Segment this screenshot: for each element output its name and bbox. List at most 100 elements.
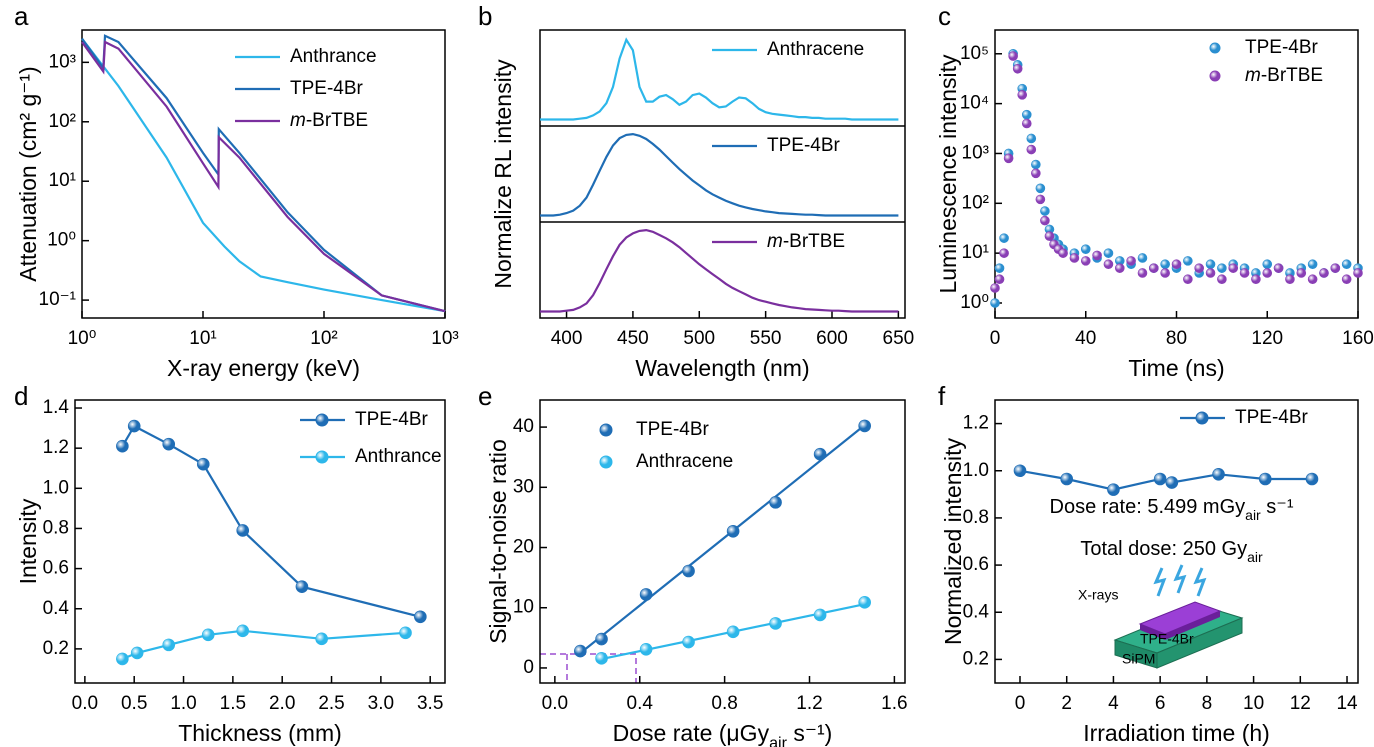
y-tick-label: 10³ — [49, 51, 76, 72]
data-point — [1080, 244, 1091, 255]
zoom-box — [540, 653, 637, 683]
annotation-part: s⁻¹ — [1261, 496, 1294, 518]
series-line — [540, 37, 899, 121]
y-tick-label: 0 — [523, 657, 534, 678]
data-point — [858, 419, 871, 433]
data-point — [1021, 118, 1032, 129]
data-point — [1258, 472, 1272, 486]
y-tick-label: 40 — [513, 416, 534, 437]
sipm-right — [1156, 617, 1243, 669]
data-point — [1305, 472, 1319, 486]
data-point — [1137, 253, 1148, 263]
y-axis-label: Attenuation (cm² g⁻¹) — [15, 66, 41, 281]
inset-label: SiPM — [1122, 651, 1155, 667]
series-line — [540, 132, 899, 217]
y-tick-label: 10⁻¹ — [39, 289, 77, 310]
legend-label: Anthrance — [290, 46, 377, 67]
y-axis-label: Luminescence intensity — [935, 54, 961, 294]
data-point — [1239, 268, 1250, 278]
data-point — [130, 646, 144, 660]
legend-label: Anthracene — [767, 39, 864, 60]
series-line — [81, 40, 446, 313]
y-tick-label: 1.0 — [963, 460, 989, 481]
data-point — [1153, 472, 1167, 486]
legend-marker — [315, 450, 329, 464]
plot-frame — [539, 399, 906, 684]
x-tick-label: 550 — [750, 328, 782, 349]
data-point — [1212, 467, 1225, 481]
y-tick-label: 10 — [513, 597, 534, 618]
legend-label: Anthrance — [355, 446, 442, 467]
legend-marker — [315, 413, 329, 427]
data-point — [1273, 263, 1284, 273]
y-tick-label: 10² — [49, 111, 76, 132]
y-axis-label: Signal-to-noise ratio — [485, 439, 511, 644]
y-tick-label: 30 — [513, 476, 534, 497]
legend-marker — [1195, 411, 1209, 425]
data-point — [1319, 268, 1329, 278]
x-tick-label: 2 — [1061, 693, 1072, 714]
series-line — [81, 34, 446, 313]
x-tick-label: 650 — [883, 328, 915, 349]
data-point — [236, 524, 250, 537]
annotation-part: Total dose: 250 Gy — [1080, 538, 1247, 560]
data-point — [1137, 268, 1148, 278]
x-tick-label: 10 — [1243, 693, 1264, 714]
annotation-part: Dose rate: 5.499 mGy — [1050, 496, 1246, 518]
data-point — [1040, 215, 1050, 226]
data-point — [162, 437, 176, 451]
x-tick-label: 1.2 — [796, 693, 822, 714]
data-point — [574, 644, 587, 658]
x-tick-label: 3.5 — [417, 693, 443, 714]
x-tick-label: 400 — [551, 328, 583, 349]
panel-letter: c — [938, 1, 951, 31]
y-tick-label: 0.6 — [963, 554, 989, 575]
x-tick-label: 0.4 — [627, 693, 654, 714]
legend-label: Anthracene — [636, 451, 733, 472]
scintillator-top — [1138, 601, 1222, 635]
data-point — [1296, 268, 1307, 278]
data-point — [990, 298, 1000, 308]
data-point — [1008, 51, 1018, 61]
y-tick-label: 1.2 — [963, 413, 989, 434]
data-point — [990, 283, 1000, 293]
data-point — [999, 248, 1009, 258]
data-point — [201, 628, 215, 642]
data-point — [994, 274, 1005, 285]
x-tick-label: 8 — [1202, 693, 1213, 714]
inset-diagram: X-rays TPE-4Br SiPM — [1078, 564, 1244, 669]
legend-label: m-BrTBE — [1245, 65, 1323, 86]
series-line — [81, 38, 446, 313]
data-point — [1026, 144, 1037, 155]
data-point — [1205, 268, 1216, 278]
fit-line — [579, 424, 866, 655]
data-point — [1126, 256, 1136, 266]
data-point — [813, 608, 827, 622]
data-point — [116, 439, 129, 453]
panel-letter: d — [14, 381, 28, 411]
x-axis-label: Wavelength (nm) — [635, 355, 809, 381]
data-point — [1341, 259, 1352, 270]
x-tick-label: 40 — [1075, 328, 1096, 349]
panel-letter: a — [14, 1, 29, 31]
data-point — [1013, 464, 1027, 478]
panel-letter: f — [938, 381, 946, 411]
data-point — [196, 457, 210, 471]
annotation: Total dose: 250 Gyair — [1080, 538, 1263, 564]
x-tick-label: 6 — [1155, 693, 1166, 714]
data-point — [1217, 274, 1227, 285]
x-tick-label: 1.5 — [220, 693, 246, 714]
x-tick-label: 500 — [683, 328, 715, 349]
plot-frame — [74, 399, 446, 684]
x-tick-label: 0.0 — [72, 693, 98, 714]
data-point — [1021, 109, 1032, 120]
legend-label: TPE-4Br — [1235, 407, 1309, 428]
plot-frame — [81, 29, 446, 319]
data-point — [595, 652, 608, 665]
data-point — [1103, 259, 1114, 270]
y-tick-label: 1.2 — [43, 437, 69, 458]
data-point — [769, 496, 782, 509]
x-tick-label: 600 — [816, 328, 848, 349]
y-tick-label: 10⁰ — [47, 230, 76, 251]
data-point — [1262, 259, 1273, 270]
